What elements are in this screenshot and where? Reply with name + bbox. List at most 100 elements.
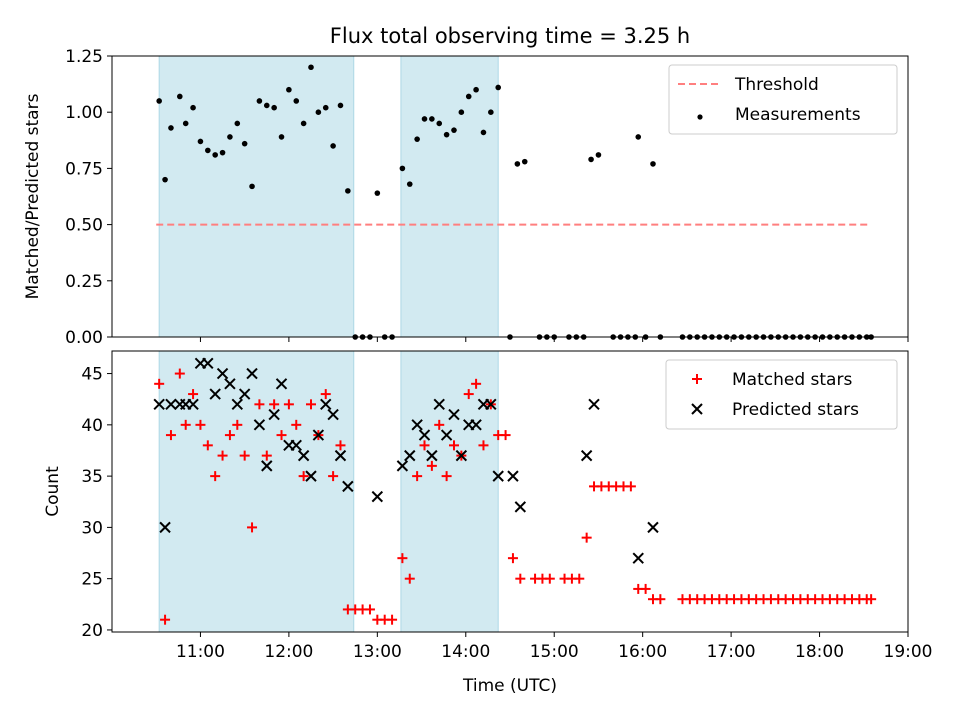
x-tick-label: 19:00 [884, 642, 933, 662]
measurement-point [182, 120, 189, 127]
matched-point [640, 583, 651, 594]
predicted-point [455, 449, 468, 462]
bottom-axes-frame [111, 350, 909, 633]
top-y-axis-label: Matched/Predicted stars [23, 93, 43, 299]
top-y-tick-label: 0.00 [65, 328, 103, 348]
predicted-point [334, 449, 347, 462]
predicted-point-b [202, 357, 214, 370]
x-tick-label: 14:00 [441, 642, 490, 662]
predicted-point [238, 388, 251, 400]
measurement-point [234, 120, 241, 127]
legend-measurements-swatch [697, 114, 703, 120]
bottom-y-tick-label: 45 [81, 365, 103, 385]
matched-point [404, 573, 415, 584]
predicted-point [485, 398, 497, 411]
predicted-point-b [470, 419, 482, 431]
matched-point [412, 471, 423, 482]
measurement-point [414, 136, 420, 142]
matched-point [306, 399, 316, 410]
predicted-point [396, 460, 409, 472]
predicted-point [312, 429, 325, 441]
matched-point [232, 419, 243, 430]
matched-point [154, 378, 165, 389]
matched-point [478, 440, 489, 451]
measurement-point [429, 116, 435, 122]
predicted-point-b [216, 367, 229, 380]
measurement-point [337, 102, 344, 109]
predicted-point [202, 357, 214, 370]
bottom-panel: 20 25 30 35 40 45 11:00 12:00 13:00 14:00 15:00 16:… [43, 350, 933, 662]
legend-predicted-swatch-b [691, 403, 703, 415]
measurement-point [263, 102, 270, 109]
bottom-legend: Matched stars Predicted stars [665, 359, 898, 430]
measurement-point [278, 134, 285, 140]
predicted-point-b [448, 408, 460, 421]
measurement-point [197, 138, 204, 145]
matched-point [269, 399, 280, 410]
matched-point [195, 419, 206, 430]
bottom-legend-box [665, 359, 898, 430]
predicted-point [411, 419, 423, 431]
matched-point [581, 532, 592, 543]
measurement-point [495, 84, 502, 91]
measurement-point [286, 86, 292, 93]
predicted-point-b [404, 449, 416, 462]
measurement-point [256, 98, 263, 104]
top-shaded-interval [400, 55, 499, 338]
measurement-point [595, 152, 602, 158]
predicted-point [433, 398, 445, 411]
predicted-point-b [632, 552, 644, 564]
predicted-point-b [588, 398, 600, 411]
predicted-point-b [485, 398, 497, 411]
predicted-point [507, 470, 519, 482]
measurement-point [300, 120, 307, 127]
measurement-point [205, 147, 211, 154]
predicted-point-b [261, 460, 273, 472]
bottom-legend-label: Matched stars [732, 370, 852, 390]
predicted-point [165, 398, 177, 411]
predicted-point-b [507, 470, 519, 482]
top-panel: 0.00 0.25 0.50 0.75 1.00 1.25 Matched/Predicte… [23, 47, 909, 348]
top-axes-frame [111, 55, 909, 338]
x-tick-label: 18:00 [795, 642, 844, 662]
predicted-point [187, 398, 199, 411]
measurement-point [521, 158, 528, 165]
predicted-point [632, 552, 644, 564]
matched-point [210, 471, 221, 482]
matched-point [655, 594, 666, 605]
matched-point [165, 430, 176, 441]
measurement-point [162, 176, 168, 183]
predicted-point [426, 449, 438, 462]
predicted-point [224, 378, 236, 390]
predicted-point-b [268, 408, 280, 421]
predicted-point [153, 398, 165, 411]
predicted-point-b [371, 490, 384, 503]
predicted-point [440, 429, 453, 441]
measurement-point [588, 156, 594, 163]
predicted-point [305, 470, 317, 482]
bottom-y-axis-label: Count [43, 466, 63, 517]
matched-point [574, 573, 585, 584]
matched-point [544, 573, 555, 584]
predicted-point [246, 367, 258, 380]
predicted-point [418, 429, 431, 441]
predicted-point [290, 439, 302, 452]
predicted-point-b [209, 388, 221, 400]
measurement-point [190, 104, 196, 111]
predicted-point-b [580, 449, 593, 462]
predicted-point [209, 388, 221, 400]
measurement-point [168, 125, 174, 131]
predicted-point [216, 367, 229, 380]
measurement-point [473, 86, 479, 93]
predicted-point-b [334, 449, 347, 462]
measurement-point [308, 64, 314, 71]
measurement-point [406, 181, 413, 187]
predicted-point-b [327, 408, 339, 421]
x-tick-label: 15:00 [530, 642, 579, 662]
matched-point [188, 389, 199, 400]
matched-point [328, 471, 339, 482]
measurement-point [227, 134, 233, 140]
measurement-point [458, 109, 465, 115]
measurement-point [219, 149, 226, 156]
predicted-point-b [455, 449, 468, 462]
